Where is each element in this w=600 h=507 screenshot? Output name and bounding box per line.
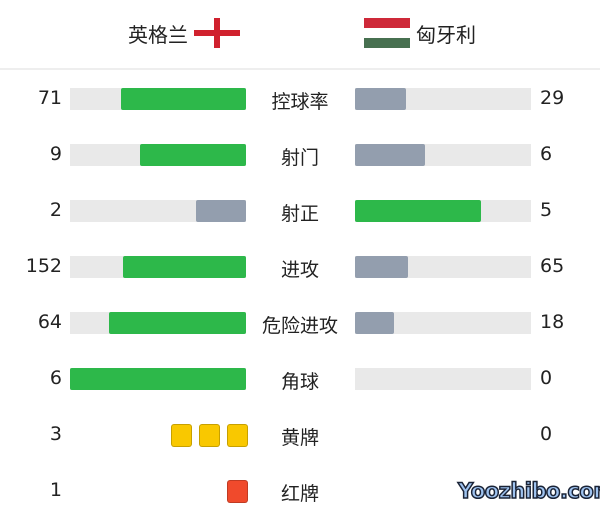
away-bar-track: [355, 312, 531, 334]
away-value: 18: [540, 311, 565, 333]
red-card-icon: [227, 480, 248, 503]
away-team-name: 匈牙利: [416, 22, 476, 47]
stat-row: 6 角球 0: [0, 367, 600, 393]
stat-label: 射正: [280, 203, 319, 225]
away-bar-fill: [355, 312, 394, 334]
yellow-card-icon: [227, 424, 248, 447]
home-bar-fill: [195, 200, 246, 222]
stat-label: 黄牌: [280, 427, 319, 449]
away-bar-fill: [355, 88, 407, 110]
home-value: 6: [49, 367, 62, 389]
stat-label: 红牌: [280, 483, 319, 505]
home-bar-track: [70, 256, 246, 278]
home-value: 71: [37, 87, 62, 109]
red-card-row: 1 红牌: [0, 479, 600, 505]
home-bar-track: [70, 312, 246, 334]
stat-label: 角球: [280, 371, 319, 393]
home-bar-fill: [140, 144, 246, 166]
away-value: 0: [540, 367, 553, 389]
away-bar-track: [355, 368, 531, 390]
watermark: Yoozhibo.com: [457, 478, 600, 504]
home-bar-track: [70, 144, 246, 166]
home-bar-fill: [108, 312, 246, 334]
home-team: 英格兰: [128, 18, 240, 48]
away-value: 6: [540, 143, 553, 165]
stat-label: 控球率: [271, 91, 329, 113]
away-bar-fill: [355, 200, 481, 222]
stat-label: 危险进攻: [261, 315, 338, 337]
home-value: 64: [37, 311, 62, 333]
away-bar-track: [355, 256, 531, 278]
stat-row: 71 控球率 29: [0, 87, 600, 113]
away-bar-track: [355, 88, 531, 110]
home-bar-fill: [122, 256, 246, 278]
home-bar-track: [70, 88, 246, 110]
away-bar-fill: [355, 256, 408, 278]
yellow-card-icon: [199, 424, 220, 447]
stat-row: 152 进攻 65: [0, 255, 600, 281]
yellow-card-icon: [171, 424, 192, 447]
home-bar-track: [70, 200, 246, 222]
match-header: 英格兰 匈牙利: [0, 0, 600, 70]
home-team-name: 英格兰: [128, 22, 188, 47]
home-value: 2: [49, 199, 62, 221]
away-bar-track: [355, 144, 531, 166]
away-value: 5: [540, 199, 553, 221]
hungary-flag-icon: [364, 18, 410, 48]
away-value: 65: [540, 255, 565, 277]
stat-row: 64 危险进攻 18: [0, 311, 600, 337]
stat-row: 9 射门 6: [0, 143, 600, 169]
home-bar-track: [70, 368, 246, 390]
away-bar-track: [355, 200, 531, 222]
home-value: 1: [49, 479, 62, 501]
yellow-card-row: 3 黄牌 0: [0, 423, 600, 449]
away-value: 29: [540, 87, 565, 109]
stat-label: 进攻: [280, 259, 319, 281]
stat-row: 2 射正 5: [0, 199, 600, 225]
away-value: 0: [540, 423, 553, 445]
away-bar-fill: [355, 144, 426, 166]
england-flag-icon: [194, 18, 240, 48]
home-value: 152: [25, 255, 62, 277]
stat-label: 射门: [280, 147, 319, 169]
away-team: 匈牙利: [364, 18, 476, 48]
home-bar-fill: [121, 88, 246, 110]
home-value: 9: [49, 143, 62, 165]
home-value: 3: [49, 423, 62, 445]
home-bar-fill: [70, 368, 246, 390]
